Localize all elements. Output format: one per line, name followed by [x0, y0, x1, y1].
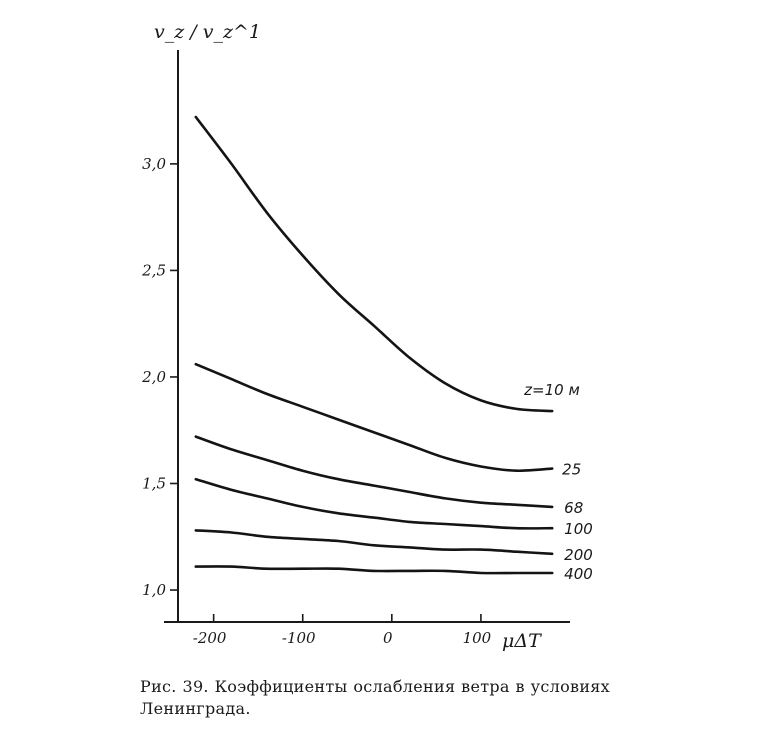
- x-tick-label: 0: [383, 629, 393, 647]
- series-label-3: 100: [564, 520, 593, 538]
- x-tick-label: 100: [463, 629, 492, 647]
- y-tick-label: 1,5: [142, 475, 166, 493]
- series-line-3: [194, 477, 554, 530]
- x-axis-title: μΔT: [502, 630, 542, 652]
- series-line-0: [194, 115, 554, 413]
- series-label-2: 68: [564, 499, 583, 517]
- y-tick-label: 2,5: [141, 261, 166, 279]
- series-line-4: [194, 529, 554, 556]
- y-axis-title: v_z / v_z^1: [154, 21, 261, 43]
- series-label-5: 400: [564, 565, 593, 583]
- series-label-4: 200: [564, 546, 593, 564]
- x-tick-label: -100: [282, 629, 316, 647]
- chart-axes: [164, 50, 570, 623]
- y-tick-label: 2,0: [141, 368, 166, 386]
- series-label-0: z=10 м: [523, 381, 580, 399]
- chart-ticks: 1,0 1,5 2,0 2,5 3,0 -200 -100 0 100: [141, 155, 492, 647]
- figure-caption: Рис. 39. Коэффициенты ослабления ветра в…: [140, 677, 610, 718]
- series-line-2: [194, 435, 554, 509]
- y-tick-label: 1,0: [142, 581, 166, 599]
- chart-series: [194, 115, 554, 575]
- x-tick-label: -200: [193, 629, 227, 647]
- series-line-5: [194, 565, 554, 575]
- y-tick-label: 3,0: [142, 155, 166, 173]
- chart: 1,0 1,5 2,0 2,5 3,0 -200 -100 0 100 z=10 м 25 68 10…: [141, 21, 593, 652]
- series-label-1: 25: [562, 461, 581, 479]
- series-line-1: [194, 362, 554, 473]
